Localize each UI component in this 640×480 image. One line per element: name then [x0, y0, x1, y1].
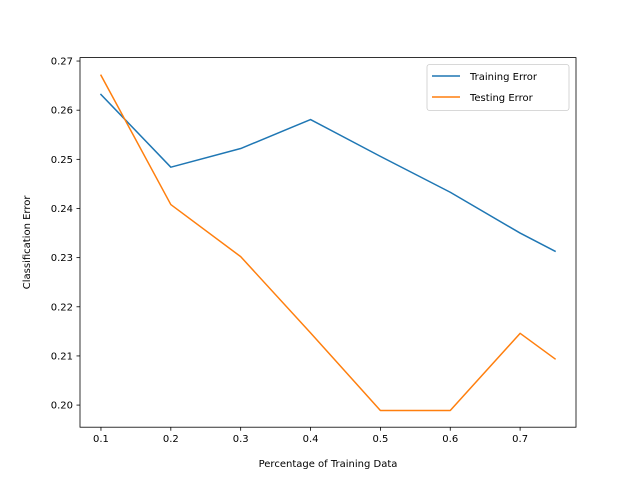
y-tick-label: 0.25	[51, 155, 73, 166]
x-tick-label: 0.4	[303, 434, 319, 445]
x-tick-label: 0.6	[442, 434, 458, 445]
y-axis-label: Classification Error	[22, 195, 33, 290]
legend: Training Error Testing Error	[426, 64, 570, 111]
series-layer	[99, 74, 557, 412]
y-tick-label: 0.21	[51, 351, 73, 362]
y-tick-label: 0.23	[51, 253, 73, 264]
legend-frame	[426, 64, 570, 111]
x-tick-label: 0.1	[93, 434, 109, 445]
y-axis: 0.20 0.21 0.22 0.23 0.24 0.25 0.26 0.27	[51, 57, 80, 412]
x-axis: 0.1 0.2 0.3 0.4 0.5 0.6 0.7	[93, 427, 528, 445]
x-tick-label: 0.5	[372, 434, 388, 445]
x-tick-label: 0.7	[512, 434, 528, 445]
y-tick-label: 0.22	[51, 302, 73, 313]
y-tick-label: 0.20	[51, 401, 73, 412]
x-tick-label: 0.2	[163, 434, 179, 445]
legend-label: Training Error	[469, 72, 538, 83]
x-axis-label: Percentage of Training Data	[259, 459, 398, 470]
x-tick-label: 0.3	[233, 434, 249, 445]
series-line-training-error	[99, 93, 557, 253]
y-tick-label: 0.27	[51, 57, 73, 68]
y-tick-label: 0.24	[51, 204, 73, 215]
legend-label: Testing Error	[469, 93, 534, 104]
plot-area-frame	[79, 57, 577, 428]
series-line-testing-error	[99, 74, 557, 412]
y-tick-label: 0.26	[51, 106, 73, 117]
